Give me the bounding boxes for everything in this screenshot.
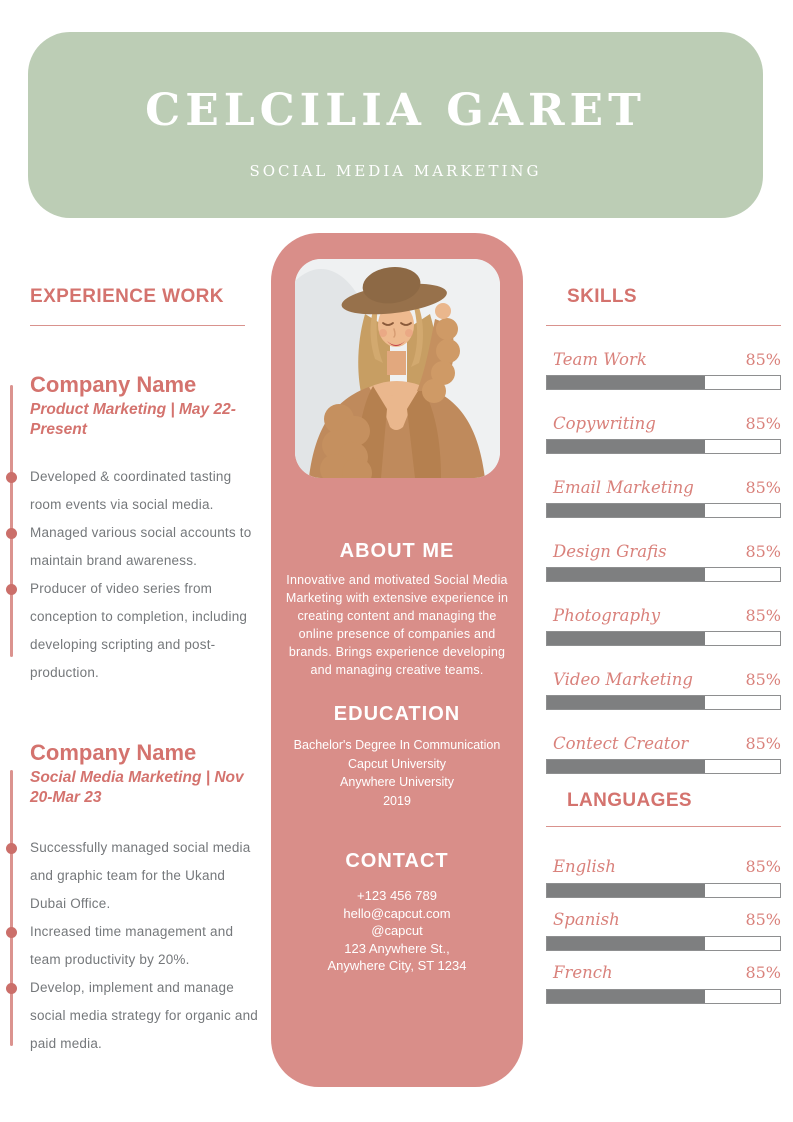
skills-heading: SKILLS (567, 286, 637, 307)
job-entry: Company Name Social Media Marketing | No… (5, 740, 259, 1058)
skill-label: Team Work (553, 350, 647, 369)
skill-bar-fill (547, 568, 706, 581)
language-bar (546, 936, 781, 951)
portrait-photo (294, 259, 500, 478)
skills-divider (546, 325, 781, 326)
skill-item: Contect Creator 85% (546, 734, 781, 774)
language-item: English 85% (546, 857, 781, 898)
education-line: Bachelor's Degree In Communication (293, 738, 501, 752)
languages-divider (546, 826, 781, 827)
skill-bar-fill (547, 632, 706, 645)
about-heading: ABOUT ME (339, 540, 455, 562)
language-label: French (553, 963, 613, 982)
skill-label: Video Marketing (553, 670, 693, 689)
contact-address-line1: 123 Anywhere St., (344, 940, 450, 956)
language-bar (546, 883, 781, 898)
skill-item: Video Marketing 85% (546, 670, 781, 710)
skill-label: Photography (553, 606, 661, 625)
language-bar-fill (547, 937, 706, 950)
language-bar (546, 989, 781, 1004)
job-bullet: Successfully managed social media and gr… (5, 834, 259, 918)
skill-bar (546, 503, 781, 518)
skill-label: Contect Creator (553, 734, 689, 753)
languages-heading: LANGUAGES (567, 790, 692, 811)
contact-email: hello@capcut.com (343, 905, 451, 921)
language-percent: 85% (745, 963, 781, 982)
skill-item: Copywriting 85% (546, 414, 781, 454)
skill-label: Design Grafis (553, 542, 667, 561)
skill-percent: 85% (745, 414, 781, 433)
skill-item: Design Grafis 85% (546, 542, 781, 582)
experience-column: EXPERIENCE WORK Company Name Product Mar… (5, 270, 259, 1058)
skill-bar (546, 695, 781, 710)
job-entry: Company Name Product Marketing | May 22-… (5, 372, 259, 687)
skill-percent: 85% (745, 350, 781, 369)
skill-bar-fill (547, 696, 706, 709)
person-name: CELCILIA GARET (145, 84, 646, 136)
skill-percent: 85% (745, 670, 781, 689)
job-bullet: Increased time management and team produ… (5, 918, 259, 974)
skill-item: Email Marketing 85% (546, 478, 781, 518)
contact-heading: CONTACT (345, 850, 449, 872)
skill-percent: 85% (745, 542, 781, 561)
language-percent: 85% (745, 857, 781, 876)
portrait-photo-illustration (294, 259, 500, 478)
skill-bar-fill (547, 440, 706, 453)
language-item: Spanish 85% (546, 910, 781, 951)
skill-bar (546, 375, 781, 390)
job-bullet-list: Successfully managed social media and gr… (5, 834, 259, 1058)
job-bullet-list: Developed & coordinated tasting room eve… (5, 463, 259, 687)
skill-label: Copywriting (553, 414, 656, 433)
job-bullet: Managed various social accounts to maint… (5, 519, 259, 575)
skill-bar-fill (547, 504, 706, 517)
contact-handle: @capcut (371, 923, 423, 938)
contact-address-line2: Anywhere City, ST 1234 (327, 958, 467, 973)
contact-phone: +123 456 789 (357, 888, 437, 903)
education-lines: Bachelor's Degree In Communication Capcu… (271, 736, 523, 810)
skill-percent: 85% (745, 606, 781, 625)
skills-column: SKILLS Team Work 85% Copywriting 85% Ema… (546, 270, 781, 1004)
header-banner: CELCILIA GARET SOCIAL MEDIA MARKETING (28, 32, 763, 218)
skill-bar (546, 439, 781, 454)
skill-bar (546, 759, 781, 774)
skill-bar (546, 631, 781, 646)
about-text: Innovative and motivated Social Media Ma… (285, 573, 509, 677)
company-name: Company Name (30, 740, 197, 765)
experience-divider (30, 325, 245, 326)
language-item: French 85% (546, 963, 781, 1004)
person-role: SOCIAL MEDIA MARKETING (249, 161, 542, 180)
company-name: Company Name (30, 372, 197, 397)
skill-bar-fill (547, 376, 706, 389)
skill-label: Email Marketing (553, 478, 694, 497)
language-bar-fill (547, 990, 706, 1003)
skill-bar (546, 567, 781, 582)
job-bullet: Producer of video series from conception… (5, 575, 259, 687)
job-bullet: Develop, implement and manage social med… (5, 974, 259, 1058)
skill-percent: 85% (745, 478, 781, 497)
language-label: Spanish (553, 910, 620, 929)
education-line: Capcut University (348, 756, 446, 771)
profile-panel: ABOUT ME Innovative and motivated Social… (271, 233, 523, 1087)
language-percent: 85% (745, 910, 781, 929)
skill-item: Team Work 85% (546, 350, 781, 390)
education-line: 2019 (383, 793, 411, 808)
job-meta: Social Media Marketing | Nov 20-Mar 23 (30, 769, 244, 806)
language-bar-fill (547, 884, 706, 897)
job-meta: Product Marketing | May 22-Present (30, 401, 236, 438)
contact-lines: +123 456 789 hello@capcut.com @capcut 12… (271, 887, 523, 975)
timeline-rail (10, 770, 13, 1046)
skill-bar-fill (547, 760, 706, 773)
education-heading: EDUCATION (333, 703, 461, 725)
timeline-rail (10, 385, 13, 657)
experience-heading: EXPERIENCE WORK (30, 286, 224, 307)
skill-percent: 85% (745, 734, 781, 753)
skill-item: Photography 85% (546, 606, 781, 646)
language-label: English (553, 857, 616, 876)
job-bullet: Developed & coordinated tasting room eve… (5, 463, 259, 519)
education-line: Anywhere University (340, 775, 454, 789)
